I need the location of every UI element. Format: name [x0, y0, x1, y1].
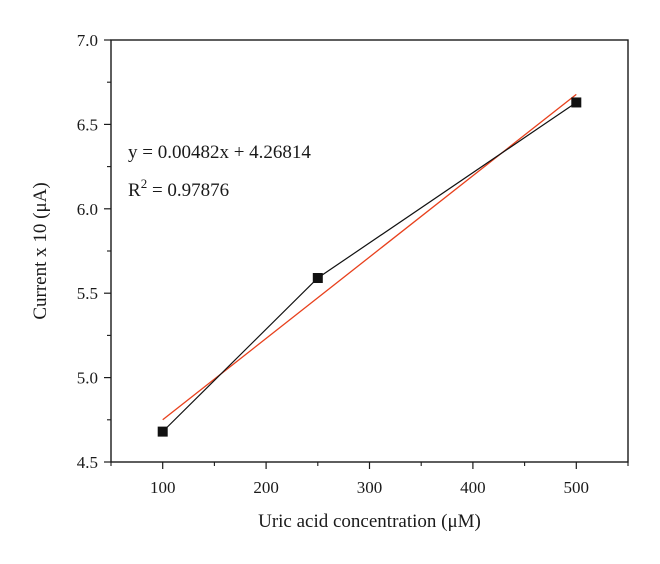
y-tick-label: 4.5 — [77, 453, 98, 472]
data-point — [157, 426, 168, 437]
y-axis: 4.5 5.0 5.5 6.0 6.5 7.0 — [77, 31, 111, 472]
y-tick-label: 7.0 — [77, 31, 98, 50]
x-tick-label: 300 — [357, 478, 383, 497]
y-tick-label: 6.0 — [77, 200, 98, 219]
r-squared-superscript: 2 — [141, 176, 148, 191]
y-tick-label: 5.0 — [77, 369, 98, 388]
r-squared: R2 = 0.97876 — [128, 176, 229, 201]
x-tick-label: 400 — [460, 478, 486, 497]
data-point — [571, 97, 582, 108]
x-tick-label: 200 — [253, 478, 279, 497]
x-tick-label: 100 — [150, 478, 176, 497]
fit-equation: y = 0.00482x + 4.26814 — [128, 142, 311, 163]
data-point — [312, 273, 323, 284]
y-tick-label: 6.5 — [77, 115, 98, 134]
r-squared-prefix: R — [128, 180, 141, 201]
y-axis-title: Current x 10 (μA) — [30, 182, 51, 319]
x-axis: 100 200 300 400 500 — [110, 462, 629, 497]
x-tick-label: 500 — [564, 478, 590, 497]
y-tick-label: 5.5 — [77, 284, 98, 303]
x-axis-title: Uric acid concentration (μM) — [258, 511, 481, 532]
r-squared-value: = 0.97876 — [147, 180, 229, 201]
series-layer — [157, 93, 582, 437]
